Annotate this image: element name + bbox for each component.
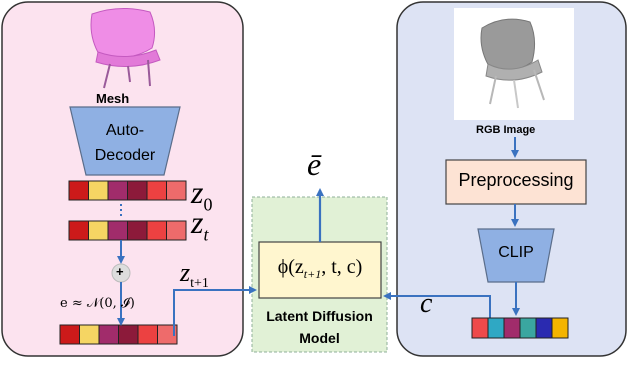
noise-formula: e ≈ 𝒩(0, 𝓘) (60, 296, 135, 311)
latent-z0-cell (146, 180, 167, 201)
latent-zt-cell (166, 220, 187, 241)
arrow-zt1-to-phi (173, 286, 257, 336)
latent-zt1-cell (59, 324, 80, 345)
auto-decoder-label: Auto- Decoder (94, 122, 156, 164)
left-panel (1, 1, 244, 357)
mesh-label: Mesh (96, 91, 130, 106)
clip-label: CLIP (498, 244, 534, 261)
clip-embedding-cell (519, 317, 537, 339)
clip-embedding (471, 317, 569, 339)
latent-zt-cell (107, 220, 128, 241)
z0-label: z0 (191, 174, 213, 215)
latent-zt (68, 220, 187, 241)
preprocessing-label: Preprocessing (458, 170, 574, 190)
model-label: Model (299, 330, 340, 346)
latent-zt1-cell (98, 324, 119, 345)
latent-z0 (68, 180, 187, 201)
latent-z0-cell (107, 180, 128, 201)
preprocessing-block (445, 159, 587, 205)
rgb-image-label: RGB Image (476, 124, 536, 136)
latent-zt-cell (88, 220, 109, 241)
clip-embedding-cell (487, 317, 505, 339)
latent-zt1-cell (118, 324, 139, 345)
mesh-chair-icon (90, 8, 161, 89)
latent-zt1-cell (137, 324, 158, 345)
latent-zt-cell (68, 220, 89, 241)
clip-embedding-cell (551, 317, 569, 339)
z-next-label: zt+1 (180, 258, 209, 292)
phi-formula: ϕ(zt+1, t, c) (277, 256, 363, 281)
latent-zt1-cell (79, 324, 100, 345)
clip-block (477, 228, 555, 283)
latent-zt1-cell (157, 324, 178, 345)
latent-diffusion-label: Latent Diffusion (266, 308, 373, 324)
latent-z0-cell (127, 180, 148, 201)
latent-z0-cell (88, 180, 109, 201)
clip-embedding-cell (471, 317, 489, 339)
clip-embedding-cell (503, 317, 521, 339)
phi-box (258, 241, 382, 299)
zt-label: zt (191, 204, 209, 245)
latent-z0-cell (68, 180, 89, 201)
latent-zt-cell (127, 220, 148, 241)
plus-symbol: + (116, 264, 124, 279)
latent-zt-cell (146, 220, 167, 241)
rgb-chair-photo (480, 18, 545, 109)
latent-z0-cell (166, 180, 187, 201)
arrow-c-to-phi (383, 292, 491, 318)
latent-zt1 (59, 324, 178, 345)
auto-decoder-block (69, 106, 181, 176)
clip-embedding-cell (535, 317, 553, 339)
c-label: c (420, 288, 433, 319)
output-e-bar: ē (307, 146, 322, 182)
